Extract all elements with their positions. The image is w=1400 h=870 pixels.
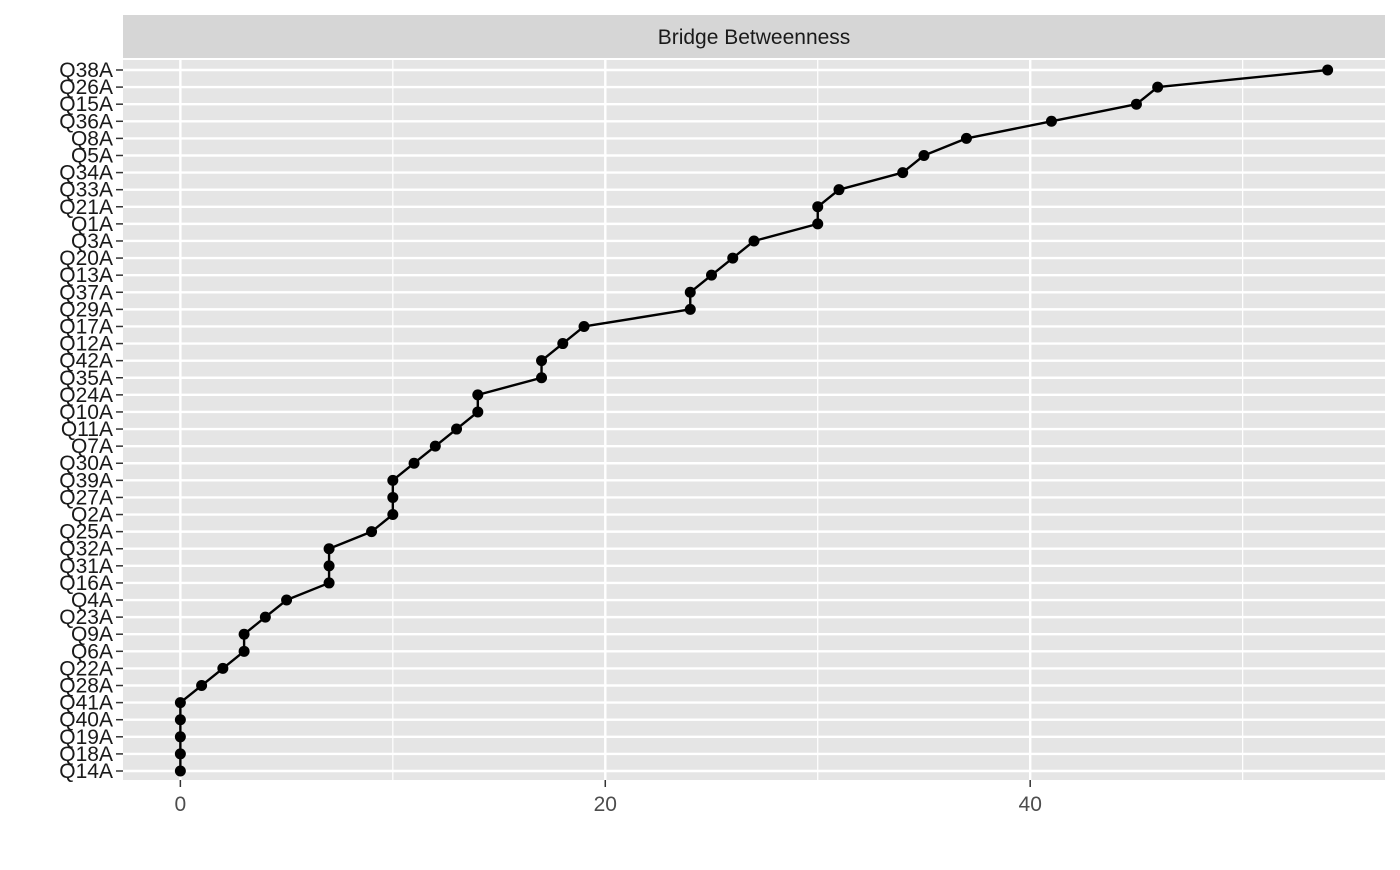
facet-strip-label: Bridge Betweenness — [658, 26, 851, 49]
x-tick-label: 0 — [175, 793, 187, 816]
y-tick-label: Q37A — [59, 281, 113, 304]
data-point — [323, 543, 335, 555]
y-tick-label: Q18A — [59, 743, 113, 766]
y-tick-label: Q33A — [59, 179, 113, 202]
y-tick-label: Q20A — [59, 247, 113, 270]
data-point — [536, 355, 548, 367]
data-point — [684, 303, 696, 315]
y-tick-label: Q15A — [59, 93, 113, 116]
y-tick-label: Q14A — [59, 760, 113, 783]
data-point — [196, 680, 208, 692]
data-point — [451, 423, 463, 435]
data-point — [174, 765, 186, 777]
data-point — [918, 149, 930, 161]
data-point — [429, 440, 441, 452]
data-point — [472, 406, 484, 418]
y-axis-labels: Q38AQ26AQ15AQ36AQ8AQ5AQ34AQ33AQ21AQ1AQ3A… — [59, 59, 123, 783]
data-point — [727, 252, 739, 264]
y-tick-label: Q31A — [59, 555, 113, 578]
y-tick-label: Q7A — [71, 435, 113, 458]
y-tick-label: Q38A — [59, 59, 113, 82]
data-point — [174, 731, 186, 743]
y-tick-label: Q24A — [59, 384, 113, 407]
y-tick-label: Q23A — [59, 606, 113, 629]
y-tick-label: Q1A — [71, 213, 113, 236]
y-tick-label: Q17A — [59, 315, 113, 338]
y-tick-label: Q40A — [59, 709, 113, 732]
y-tick-label: Q26A — [59, 76, 113, 99]
data-point — [238, 628, 250, 640]
grid-lines — [123, 60, 1385, 780]
data-point — [812, 201, 824, 213]
data-point — [833, 184, 845, 196]
data-point — [281, 594, 293, 606]
y-tick-label: Q22A — [59, 657, 113, 680]
data-point — [174, 714, 186, 726]
data-point — [387, 509, 399, 521]
data-point — [897, 167, 909, 179]
y-tick-label: Q9A — [71, 623, 113, 646]
y-tick-label: Q12A — [59, 333, 113, 356]
y-tick-label: Q29A — [59, 298, 113, 321]
data-point — [960, 132, 972, 144]
y-tick-label: Q2A — [71, 504, 113, 527]
data-point — [1152, 81, 1164, 93]
strip-background — [123, 15, 1385, 58]
data-point — [387, 474, 399, 486]
y-tick-label: Q41A — [59, 692, 113, 715]
data-point — [217, 662, 229, 674]
x-tick-label: 40 — [1019, 793, 1042, 816]
data-point — [1322, 64, 1334, 76]
y-tick-label: Q34A — [59, 162, 113, 185]
data-point — [812, 218, 824, 230]
data-point — [174, 697, 186, 709]
data-point — [578, 320, 590, 332]
data-point — [408, 457, 420, 469]
y-tick-label: Q4A — [71, 589, 113, 612]
data-point — [1045, 115, 1057, 127]
y-tick-label: Q28A — [59, 675, 113, 698]
y-tick-label: Q5A — [71, 144, 113, 167]
y-tick-label: Q27A — [59, 486, 113, 509]
data-point — [238, 645, 250, 657]
y-tick-label: Q11A — [61, 418, 113, 441]
y-tick-label: Q3A — [71, 230, 113, 253]
y-tick-label: Q6A — [71, 640, 113, 663]
y-tick-label: Q35A — [59, 367, 113, 390]
data-point — [684, 286, 696, 298]
plot-panel — [123, 60, 1385, 780]
y-tick-label: Q25A — [59, 521, 113, 544]
data-point — [174, 748, 186, 760]
data-point — [323, 577, 335, 589]
data-point — [472, 389, 484, 401]
x-tick-label: 20 — [594, 793, 617, 816]
y-tick-label: Q19A — [59, 726, 113, 749]
data-point — [536, 372, 548, 384]
y-tick-label: Q8A — [71, 127, 113, 150]
data-point — [387, 491, 399, 503]
data-point — [557, 338, 569, 350]
y-tick-label: Q30A — [59, 452, 113, 475]
data-point — [748, 235, 760, 247]
data-point — [706, 269, 718, 281]
y-tick-label: Q21A — [59, 196, 113, 219]
data-point — [1130, 98, 1142, 110]
y-tick-label: Q42A — [59, 350, 113, 373]
y-tick-label: Q16A — [59, 572, 113, 595]
y-tick-label: Q32A — [59, 538, 113, 561]
y-tick-label: Q10A — [59, 401, 113, 424]
series-bridge-betweenness — [174, 64, 1334, 777]
data-point — [366, 526, 378, 538]
y-tick-label: Q39A — [59, 469, 113, 492]
y-tick-label: Q13A — [59, 264, 113, 287]
y-tick-label: Q36A — [59, 110, 113, 133]
data-point — [259, 611, 271, 623]
x-axis-labels: 0 20 40 — [175, 780, 1042, 816]
data-point — [323, 560, 335, 572]
